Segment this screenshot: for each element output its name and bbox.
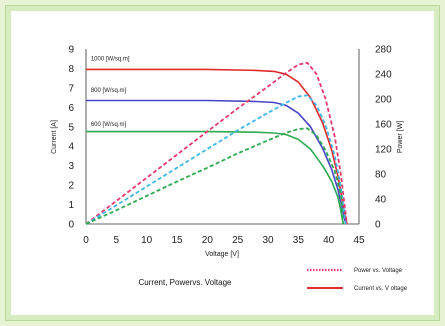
right-tick-label: 240 [375, 70, 392, 81]
left-tick-label: 5 [68, 122, 74, 133]
left-tick-label: 7 [68, 83, 74, 94]
x-tick-label: 30 [262, 235, 274, 246]
right-axis-label: Power [W] [397, 121, 404, 153]
left-tick-label: 4 [68, 142, 74, 153]
right-tick-label: 0 [375, 220, 381, 231]
x-tick-label: 35 [293, 235, 305, 246]
irradiance-label: 800 [W/sq.m] [91, 88, 127, 94]
power-curve-4 [85, 94, 347, 225]
right-tick-label: 280 [375, 45, 392, 56]
right-tick-label: 120 [375, 145, 392, 156]
right-tick-label: 40 [375, 195, 387, 206]
legend: Power vs. Voltage Current vs. V oltage [307, 268, 408, 292]
chart-title: Current, Powervs. Voltage [139, 278, 232, 287]
chart-panel: 0 5 10 15 20 25 30 35 40 45 0 1 2 3 4 5 6 7 8 9 0 40 80 120 160 2… [11, 11, 434, 315]
x-tick-label: 45 [353, 235, 365, 246]
x-tick-label: 5 [114, 235, 120, 246]
left-tick-label: 2 [68, 181, 74, 192]
irradiance-labels: 1000 [W/sq.m] 800 [W/sq.m] 600 [W/sq.m] [91, 57, 130, 128]
left-axis-label: Current [A] [51, 120, 58, 154]
x-tick-label: 25 [232, 235, 244, 246]
left-tick-label: 9 [68, 45, 74, 56]
chart: 0 5 10 15 20 25 30 35 40 450123456789040801201602… [51, 45, 408, 293]
x-tick-label: 0 [83, 235, 89, 246]
left-tick-label: 3 [68, 161, 74, 172]
current-curve-0 [86, 68, 348, 225]
tick-labels: 0 5 10 15 20 25 30 35 40 450123456789040801201602… [68, 45, 392, 247]
x-tick-label: 20 [202, 235, 214, 246]
left-tick-label: 6 [68, 103, 74, 114]
legend-label-current: Current vs. V oltage [354, 286, 408, 292]
left-tick-label: 1 [68, 200, 74, 211]
left-tick-label: 8 [68, 64, 74, 75]
x-tick-label: 15 [171, 235, 183, 246]
power-curve-3 [85, 61, 348, 225]
axes [85, 49, 360, 225]
power-curve-5 [85, 127, 345, 225]
legend-label-power: Power vs. Voltage [354, 268, 403, 274]
right-tick-label: 200 [375, 95, 392, 106]
x-tick-label: 40 [323, 235, 335, 246]
x-tick-label: 10 [141, 235, 153, 246]
left-tick-label: 0 [68, 220, 74, 231]
right-tick-label: 80 [375, 170, 387, 181]
x-axis-label: Voltage [V] [205, 251, 239, 258]
curves [85, 61, 348, 225]
right-tick-label: 160 [375, 120, 392, 131]
current-curve-1 [86, 99, 347, 225]
irradiance-label: 600 [W/sq.m] [91, 122, 127, 128]
irradiance-label: 1000 [W/sq.m] [91, 57, 130, 63]
